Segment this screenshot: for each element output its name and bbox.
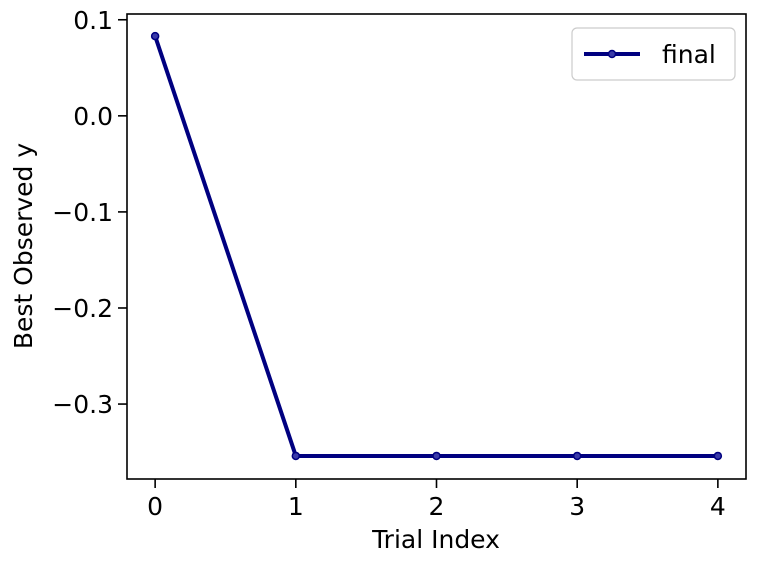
y-tick-label: −0.2 — [52, 294, 113, 323]
y-tick-label: 0.0 — [73, 102, 113, 131]
y-axis-label: Best Observed y — [9, 143, 38, 350]
x-tick-label: 4 — [710, 492, 726, 521]
x-axis-label: Trial Index — [371, 525, 500, 554]
x-tick-label: 1 — [288, 492, 304, 521]
y-tick-label: 0.1 — [73, 6, 113, 35]
x-tick-label: 3 — [569, 492, 585, 521]
y-axis-ticks: 0.1 0.0 −0.1 −0.2 −0.3 — [52, 6, 127, 419]
plot-area — [126, 13, 747, 480]
data-point — [713, 451, 723, 461]
legend-entry-final: final — [662, 40, 716, 69]
x-axis-ticks: 0 1 2 3 4 — [147, 479, 726, 521]
legend-marker-sample — [607, 49, 617, 59]
data-point — [572, 451, 582, 461]
y-tick-label: −0.1 — [52, 198, 113, 227]
y-tick-label: −0.3 — [52, 390, 113, 419]
legend: final — [571, 27, 736, 81]
data-point — [150, 31, 160, 41]
legend-frame — [571, 27, 736, 81]
series-layer — [150, 31, 723, 461]
x-tick-label: 0 — [147, 492, 163, 521]
x-tick-label: 2 — [429, 492, 445, 521]
data-point — [291, 451, 301, 461]
data-point — [432, 451, 441, 461]
